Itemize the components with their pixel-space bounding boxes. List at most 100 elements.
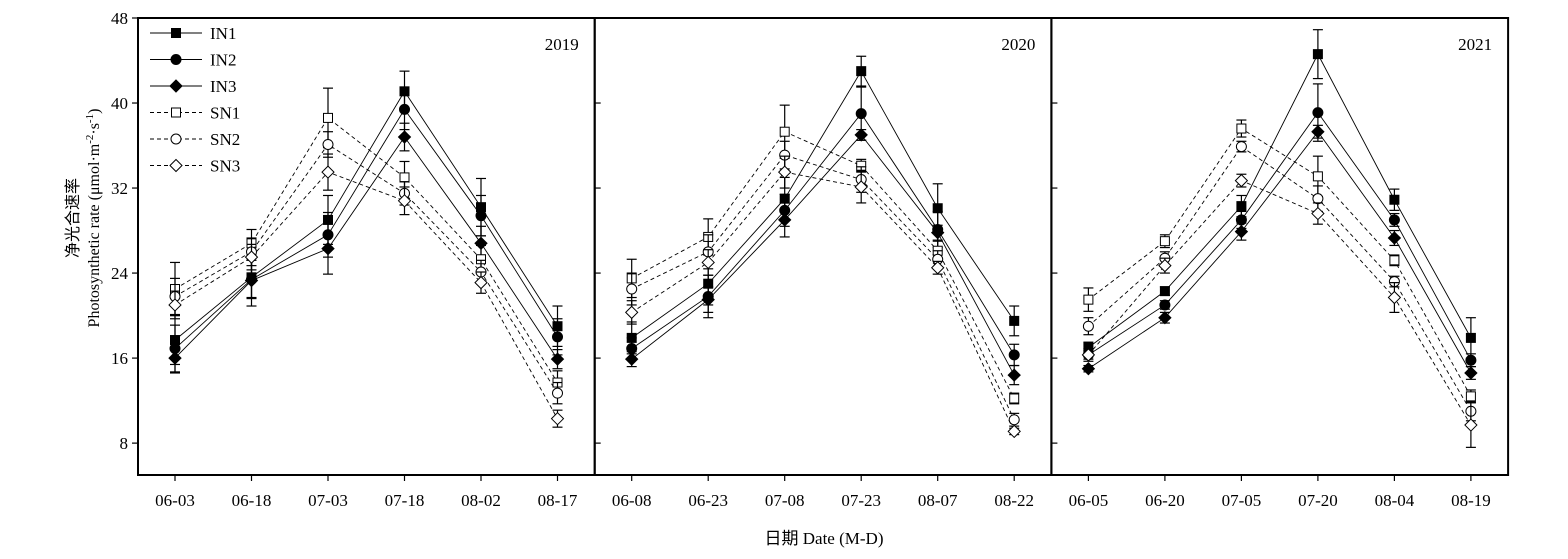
- x-tick-label: 06-03: [155, 491, 195, 510]
- panel-2019: 2019 06-03 06-18 07-03 07-18 08-02 08-17: [137, 17, 596, 510]
- x-tick-label: 06-08: [612, 491, 652, 510]
- data-point: [626, 283, 638, 295]
- x-tick-label: 07-03: [308, 491, 348, 510]
- legend-marker: [171, 28, 181, 38]
- data-point: [854, 180, 868, 194]
- series-line: [174, 108, 558, 349]
- panel-year-label: 2019: [545, 35, 579, 54]
- data-point: [552, 387, 563, 399]
- series-line: [631, 112, 1015, 356]
- x-tick-label: 07-18: [385, 491, 425, 510]
- legend-label: SN2: [210, 130, 240, 149]
- data-point: [855, 108, 867, 120]
- panel-frame: [593, 17, 1053, 476]
- x-tick-label: 07-23: [841, 491, 881, 510]
- panel-2021: 2021 06-05 06-20 07-05 07-20 08-04 08-19: [1050, 17, 1510, 510]
- legend-label: IN1: [210, 24, 236, 43]
- data-point: [550, 352, 565, 366]
- data-point: [475, 210, 487, 222]
- series-in2: [1082, 83, 1477, 368]
- data-point: [1464, 418, 1478, 432]
- legend-entry-sn2: SN2: [150, 130, 240, 149]
- data-point: [1236, 201, 1247, 212]
- legend-entry-sn1: SN1: [150, 104, 240, 123]
- data-point: [1235, 141, 1247, 153]
- panel-2020: 2020 06-08 06-23 07-08 07-23 08-07 08-22: [593, 17, 1053, 510]
- x-tick-label: 06-05: [1069, 491, 1109, 510]
- data-point: [168, 351, 182, 365]
- data-point: [1465, 391, 1476, 402]
- data-point: [930, 225, 945, 240]
- data-point: [1464, 366, 1478, 380]
- data-point: [1387, 231, 1402, 245]
- series-line: [174, 90, 558, 341]
- data-point: [399, 103, 410, 115]
- panel-frame: [137, 17, 596, 476]
- data-point: [1387, 290, 1402, 305]
- series-line: [174, 171, 558, 419]
- data-point: [474, 275, 488, 290]
- series-sn1: [1083, 119, 1476, 404]
- y-tick-label: 24: [111, 264, 129, 283]
- x-tick-label: 07-20: [1298, 491, 1338, 510]
- series-in2: [626, 86, 1020, 367]
- data-point: [1158, 258, 1172, 273]
- data-point: [397, 194, 412, 208]
- x-tick-label: 08-07: [918, 491, 958, 510]
- x-tick-label: 07-05: [1222, 491, 1262, 510]
- legend-marker: [170, 133, 182, 145]
- series-sn3: [624, 155, 1021, 439]
- x-tick-label: 06-23: [688, 491, 728, 510]
- series-sn1: [626, 104, 1020, 405]
- data-point: [1082, 320, 1094, 332]
- series-sn3: [168, 153, 565, 428]
- y-axis-title-en: Photosynthetic rate (μmol·m-2·s-1): [84, 109, 103, 328]
- data-point: [1159, 236, 1170, 247]
- data-point: [1312, 107, 1324, 119]
- x-tick-label: 08-19: [1451, 491, 1491, 510]
- data-point: [930, 261, 945, 275]
- x-axis-title: 日期 Date (M-D): [765, 529, 884, 548]
- series-line: [174, 117, 558, 383]
- y-tick-label: 48: [111, 9, 128, 28]
- data-point: [1311, 125, 1325, 139]
- legend-entry-sn3: SN3: [150, 157, 240, 176]
- panel-frame: [1050, 17, 1510, 476]
- series-in1: [1083, 29, 1476, 359]
- y-axis-title: 净光合速率 Photosynthetic rate (μmol·m-2·s-1): [64, 109, 103, 328]
- series-line: [1088, 180, 1472, 426]
- data-point: [1081, 362, 1096, 376]
- data-point: [168, 298, 182, 312]
- y-tick-label: 32: [111, 179, 128, 198]
- series-sn2: [1082, 140, 1477, 422]
- series-line: [631, 70, 1015, 339]
- series-line: [631, 131, 1015, 399]
- legend-marker: [169, 79, 183, 93]
- series-sn2: [626, 140, 1020, 427]
- data-point: [552, 331, 563, 343]
- x-tick-label: 08-17: [538, 491, 578, 510]
- data-point: [244, 273, 259, 288]
- data-point: [1312, 49, 1323, 60]
- data-point: [321, 165, 335, 179]
- x-tick-label: 08-22: [994, 491, 1034, 510]
- data-point: [1234, 173, 1249, 188]
- data-point: [1007, 368, 1021, 382]
- chart-panels: 2019 06-03 06-18 07-03 07-18 08-02 08-17 2020 06…: [137, 17, 1510, 510]
- data-point: [1311, 206, 1325, 221]
- legend-entry-in3: IN3: [150, 77, 236, 96]
- series-line: [1088, 130, 1472, 374]
- series-line: [1088, 127, 1472, 397]
- legend-label: IN2: [210, 51, 236, 70]
- data-point: [1389, 255, 1400, 266]
- panel-year-label: 2021: [1458, 35, 1492, 54]
- series-in1: [626, 55, 1020, 355]
- data-point: [1312, 193, 1324, 205]
- data-point: [1159, 286, 1170, 297]
- series-line: [631, 154, 1015, 420]
- series-line: [631, 134, 1015, 376]
- data-point: [550, 411, 565, 426]
- data-point: [1389, 194, 1400, 205]
- data-point: [854, 128, 868, 142]
